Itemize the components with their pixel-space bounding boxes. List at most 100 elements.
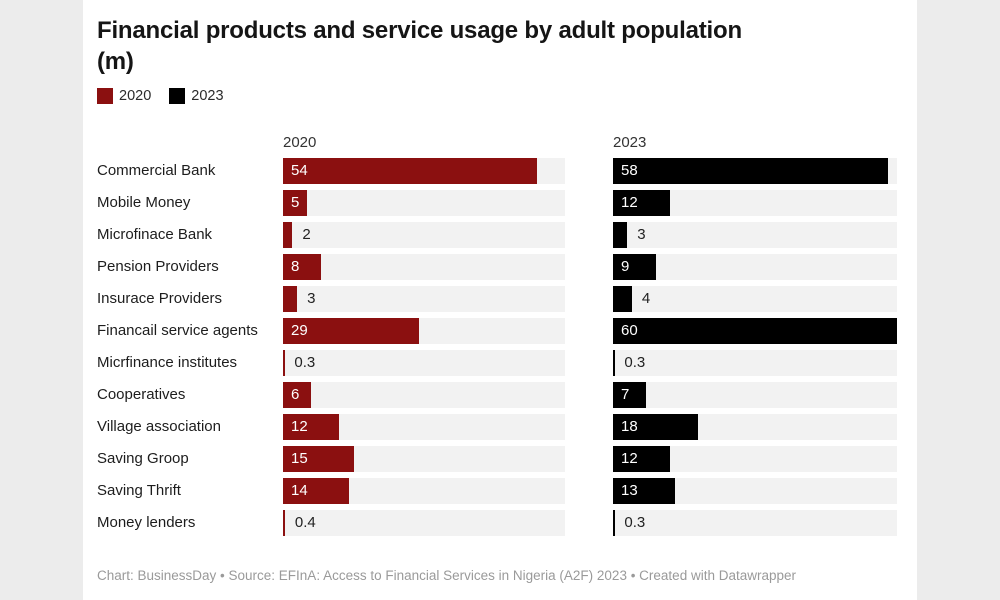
bar-fill-2020 <box>283 446 354 472</box>
bar-value-2020: 0.4 <box>294 514 316 531</box>
bar-track-2023: 0.3 <box>613 510 897 536</box>
bar-track-2020: 5 <box>283 190 565 216</box>
bar-value-2020: 3 <box>307 290 316 307</box>
bar-value-2023: 7 <box>621 386 630 403</box>
bar-track-2020: 8 <box>283 254 565 280</box>
legend-swatch-2023-icon <box>169 88 186 104</box>
legend-swatch-2020-icon <box>97 88 113 104</box>
bar-track-2023: 13 <box>613 478 897 504</box>
column-header-2020: 2020 <box>283 134 317 151</box>
bar-value-2023: 18 <box>621 418 638 435</box>
bar-track-2020: 54 <box>283 158 565 184</box>
bar-value-2020: 2 <box>302 226 311 243</box>
chart-row: Micrfinance institutes 0.3 0.3 <box>97 350 903 376</box>
chart-row: Money lenders 0.4 0.3 <box>97 510 903 536</box>
bar-fill-2020 <box>283 382 312 408</box>
chart-row: Saving Groop 15 12 <box>97 446 903 472</box>
bar-fill-2020 <box>283 286 298 312</box>
bar-fill-2020 <box>283 158 537 184</box>
bar-fill-2020 <box>283 510 285 536</box>
bar-fill-2023 <box>613 350 615 376</box>
chart-title-line1: Financial products and service usage by … <box>97 17 742 44</box>
bar-track-2023: 3 <box>613 222 897 248</box>
bar-value-2023: 12 <box>621 450 638 467</box>
legend-item-2020: 2020 <box>97 88 151 104</box>
bar-fill-2023 <box>613 382 647 408</box>
row-label: Pension Providers <box>97 258 219 275</box>
bar-fill-2020 <box>283 190 307 216</box>
bar-fill-2023 <box>613 190 670 216</box>
row-label: Financail service agents <box>97 322 258 339</box>
bar-value-2020: 54 <box>291 162 308 179</box>
bar-track-2020: 0.4 <box>283 510 565 536</box>
bar-value-2020: 8 <box>291 258 300 275</box>
column-headers: 2020 2023 <box>97 134 903 158</box>
bar-track-2020: 12 <box>283 414 565 440</box>
chart-row: Microfinace Bank 2 3 <box>97 222 903 248</box>
chart-card: Financial products and service usage by … <box>83 0 917 600</box>
row-label: Saving Groop <box>97 450 189 467</box>
bar-track-2020: 6 <box>283 382 565 408</box>
bar-track-2023: 18 <box>613 414 897 440</box>
bar-fill-2020 <box>283 478 349 504</box>
bar-value-2023: 4 <box>641 290 651 307</box>
bar-fill-2023 <box>613 286 632 312</box>
row-label: Money lenders <box>97 514 196 531</box>
bar-track-2020: 2 <box>283 222 565 248</box>
bar-track-2020: 15 <box>283 446 565 472</box>
bar-fill-2020 <box>283 414 340 440</box>
row-label: Village association <box>97 418 221 435</box>
bar-value-2020: 29 <box>291 322 308 339</box>
chart-row: Insurace Providers 3 4 <box>97 286 903 312</box>
chart-row: Financail service agents 29 60 <box>97 318 903 344</box>
chart-row: Commercial Bank 54 58 <box>97 158 903 184</box>
chart-row: Cooperatives 6 7 <box>97 382 903 408</box>
chart-row: Saving Thrift 14 13 <box>97 478 903 504</box>
bar-track-2020: 0.3 <box>283 350 565 376</box>
footer-credit: Chart: BusinessDay • Source: EFInA: Acce… <box>97 568 797 583</box>
legend-item-2023: 2023 <box>169 88 224 104</box>
bar-value-2020: 15 <box>291 450 308 467</box>
row-label: Micrfinance institutes <box>97 354 238 371</box>
chart-area: 2020 2023 Commercial Bank 54 58 Mobile M… <box>97 134 903 542</box>
row-label: Microfinace Bank <box>97 226 213 243</box>
bar-fill-2023 <box>613 510 615 536</box>
bar-fill-2023 <box>613 158 888 184</box>
bar-track-2023: 60 <box>613 318 897 344</box>
bar-fill-2020 <box>283 350 285 376</box>
row-label: Insurace Providers <box>97 290 223 307</box>
bar-track-2023: 12 <box>613 446 897 472</box>
bar-fill-2020 <box>283 254 321 280</box>
bar-track-2023: 0.3 <box>613 350 897 376</box>
chart-title-line2: (m) <box>97 48 134 75</box>
bar-fill-2023 <box>613 254 656 280</box>
bar-fill-2023 <box>613 446 670 472</box>
bar-fill-2020 <box>283 318 420 344</box>
row-label: Mobile Money <box>97 194 191 211</box>
bar-value-2020: 6 <box>291 386 300 403</box>
bar-track-2023: 12 <box>613 190 897 216</box>
bar-value-2023: 0.3 <box>624 354 646 371</box>
bar-value-2023: 12 <box>621 194 638 211</box>
bar-track-2023: 9 <box>613 254 897 280</box>
bar-value-2020: 12 <box>291 418 308 435</box>
bar-value-2023: 60 <box>621 322 638 339</box>
row-label: Commercial Bank <box>97 162 216 179</box>
bar-fill-2020 <box>283 222 293 248</box>
chart-rows: Commercial Bank 54 58 Mobile Money 5 12 … <box>97 158 903 536</box>
bar-value-2023: 9 <box>621 258 630 275</box>
bar-fill-2023 <box>613 478 675 504</box>
chart-title: Financial products and service usage by … <box>97 15 857 77</box>
bar-value-2020: 14 <box>291 482 308 499</box>
row-label: Saving Thrift <box>97 482 181 499</box>
bar-fill-2023 <box>613 222 628 248</box>
bar-track-2023: 4 <box>613 286 897 312</box>
legend: 2020 2023 <box>97 88 903 104</box>
bar-track-2020: 14 <box>283 478 565 504</box>
bar-track-2020: 29 <box>283 318 565 344</box>
bar-track-2023: 58 <box>613 158 897 184</box>
bar-fill-2023 <box>613 414 699 440</box>
row-label: Cooperatives <box>97 386 186 403</box>
bar-value-2023: 13 <box>621 482 638 499</box>
chart-row: Pension Providers 8 9 <box>97 254 903 280</box>
